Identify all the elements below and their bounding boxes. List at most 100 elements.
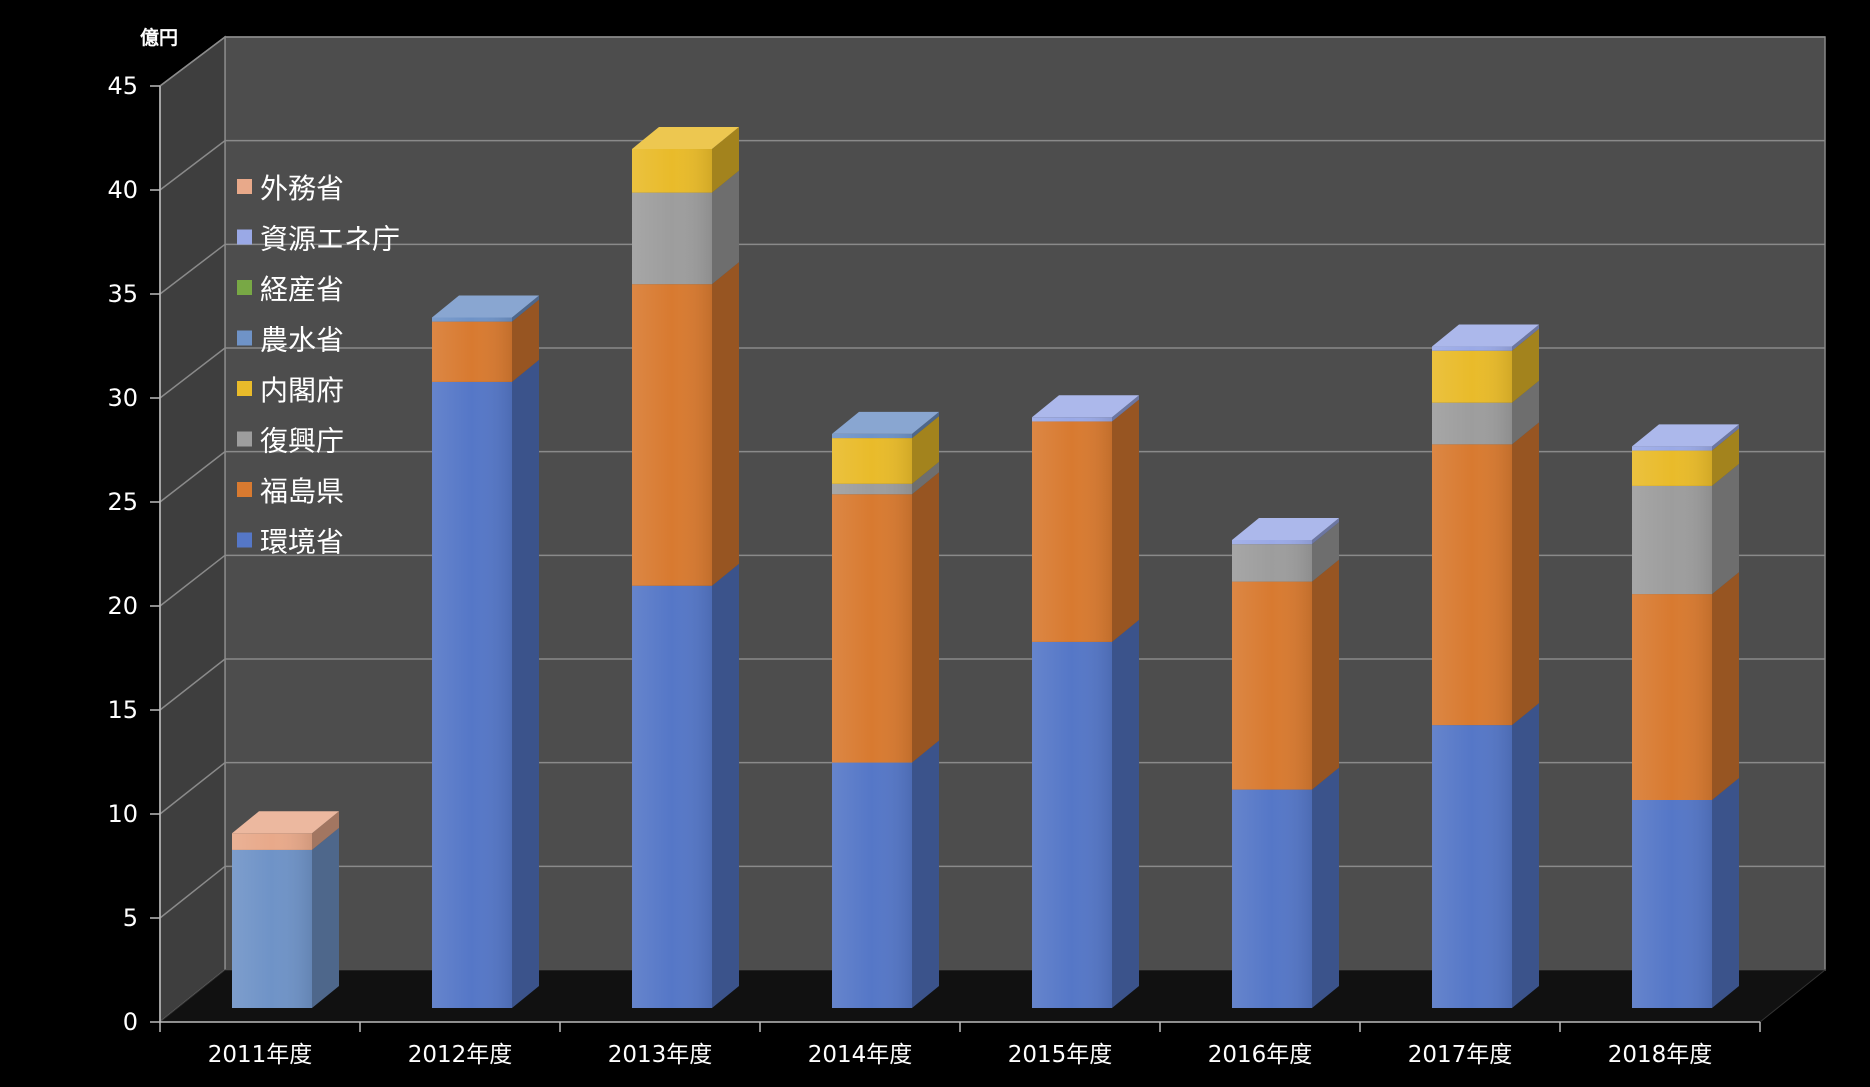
bar-segment-side: [912, 461, 939, 495]
y-tick-label: 0: [123, 1008, 138, 1036]
bar-segment-side: [912, 740, 939, 1008]
x-tick-label: 2012年度: [408, 1042, 513, 1068]
bar-stack: [432, 295, 539, 1008]
bar-top: [1032, 395, 1139, 418]
bar-stack: [1432, 324, 1539, 1008]
gridlines: [159, 36, 1825, 919]
bar-segment-side: [712, 262, 739, 586]
legend-swatch: [237, 330, 252, 346]
bar-segment-side: [312, 827, 339, 1008]
legend-label: 経産省: [260, 273, 344, 306]
y-tick-label: 10: [107, 800, 138, 828]
bar-segment-side: [512, 359, 539, 1008]
bar-segment-side: [1512, 703, 1539, 1008]
floor: [158, 969, 1827, 1023]
y-tick-label: 25: [107, 488, 138, 516]
legend-label: 復興庁: [260, 425, 344, 458]
bar-segment-side: [1712, 428, 1739, 486]
bar-sheen: [832, 762, 912, 1008]
bar-segment-side: [1112, 399, 1139, 642]
bar-sheen: [632, 585, 712, 1008]
legend-swatch: [237, 532, 252, 548]
legend-item: 資源エネ庁: [237, 223, 400, 256]
bar-segment-side: [1312, 767, 1339, 1008]
bar-segment-side: [512, 299, 539, 382]
bar-stack: [832, 411, 939, 1008]
bar-top: [1432, 324, 1539, 347]
gridline: [159, 139, 1825, 191]
y-axis: 0 5 10 15 20 25 30 35 40 45: [107, 72, 161, 1036]
x-tick-label: 2017年度: [1408, 1042, 1513, 1068]
bar-sheen: [1232, 544, 1312, 582]
bar-top: [232, 811, 339, 834]
bar-segment-side: [1712, 424, 1739, 451]
bar-sheen: [832, 438, 912, 484]
x-tick-label: 2018年度: [1608, 1042, 1713, 1068]
legend-item: 経産省: [237, 273, 344, 306]
bar-sheen: [632, 284, 712, 586]
bar-segment-side: [712, 563, 739, 1008]
bar-segment-side: [1512, 328, 1539, 403]
y-tick-label: 15: [107, 696, 138, 724]
y-tick-label: 30: [107, 384, 138, 412]
bar-sheen: [1232, 789, 1312, 1008]
y-tick-label: 40: [107, 176, 138, 204]
gridline: [159, 347, 1825, 399]
y-tick-label: 5: [123, 904, 138, 932]
legend-label: 内閣府: [260, 374, 344, 407]
bar-sheen: [232, 849, 312, 1008]
bar-sheen: [232, 833, 312, 850]
bar-sheen: [1032, 641, 1112, 1008]
bar-segment-side: [712, 126, 739, 193]
legend-item: 復興庁: [237, 425, 344, 458]
bar-sheen: [1232, 540, 1312, 545]
bar-sheen: [1632, 446, 1712, 451]
bar-sheen: [1632, 594, 1712, 800]
bar-segment-side: [1712, 463, 1739, 595]
bar-sheen: [1432, 444, 1512, 726]
bar-segment-side: [912, 472, 939, 763]
bar-segment-side: [512, 295, 539, 322]
bar-top: [1232, 518, 1339, 540]
y-tick-label: 35: [107, 280, 138, 308]
bar-stack: [632, 126, 739, 1008]
bar-sheen: [1432, 725, 1512, 1008]
bar-sheen: [432, 317, 512, 322]
legend-label: 外務省: [260, 172, 344, 205]
bar-top: [432, 295, 539, 318]
bar-segment-side: [1112, 395, 1139, 422]
legend-swatch: [237, 431, 252, 447]
bar-segment-side: [1512, 380, 1539, 445]
x-axis: 2011年度 2012年度 2013年度 2014年度 2015年度 2016年度 2017…: [159, 1021, 1761, 1068]
bar-sheen: [1032, 417, 1112, 422]
bar-sheen: [1032, 421, 1112, 642]
x-tick-label: 2016年度: [1208, 1042, 1313, 1068]
bar-sheen: [1432, 402, 1512, 445]
bar-sheen: [1632, 485, 1712, 595]
legend-swatch: [237, 179, 252, 194]
y-unit-label: 億円: [140, 26, 178, 49]
gridline: [159, 36, 1825, 87]
bar-sheen: [1432, 350, 1512, 403]
bar-sheen: [832, 433, 912, 439]
bar-stack: [1032, 395, 1139, 1008]
bar-segment-side: [712, 170, 739, 285]
legend-label: 環境省: [260, 526, 344, 559]
x-tick-label: 2014年度: [808, 1042, 913, 1068]
bar-segment-side: [1512, 422, 1539, 726]
bar-segment-side: [1312, 559, 1339, 790]
x-tick-label: 2015年度: [1008, 1042, 1113, 1068]
bar-top: [832, 411, 939, 434]
chart-walls: [158, 35, 1827, 1024]
legend-item: 環境省: [237, 526, 344, 559]
bar-top: [1632, 424, 1739, 447]
legend-item: 外務省: [237, 172, 344, 205]
bar-sheen: [1232, 581, 1312, 790]
bar-sheen: [432, 321, 512, 382]
gridline: [159, 243, 1825, 295]
legend-label: 資源エネ庁: [260, 223, 400, 256]
bar-sheen: [832, 494, 912, 763]
legend-item: 農水省: [237, 324, 344, 357]
